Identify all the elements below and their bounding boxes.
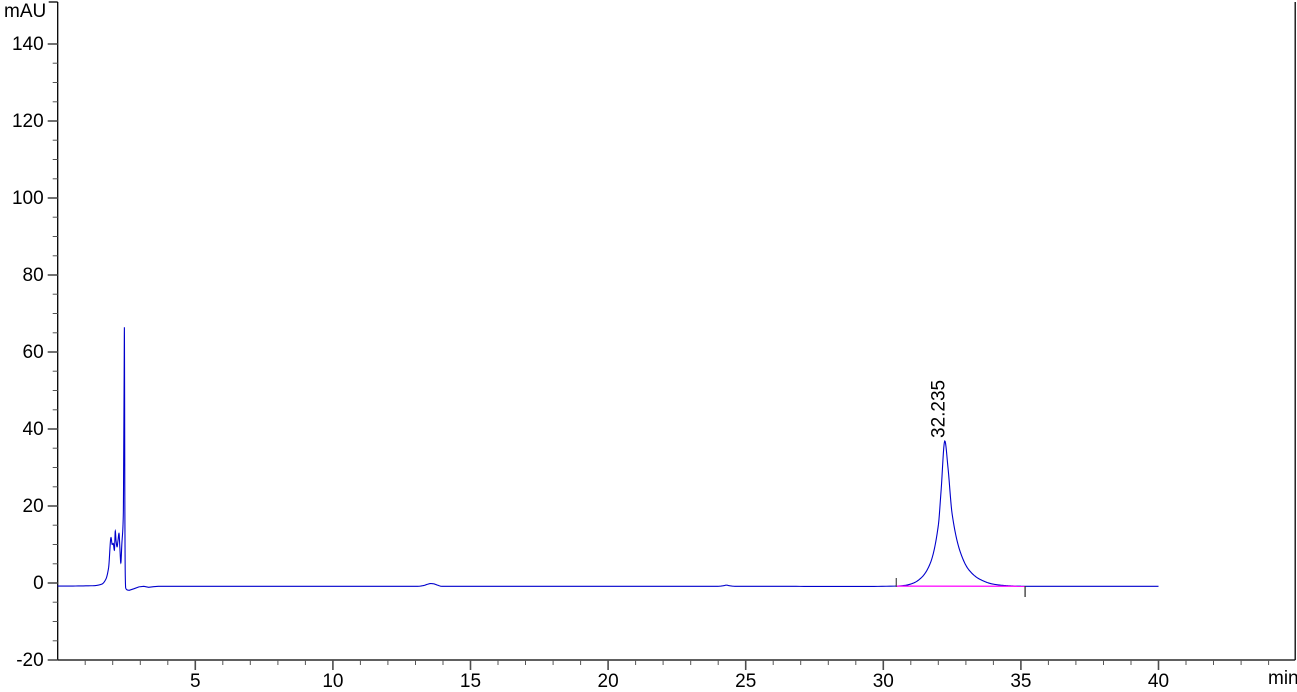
svg-text:40: 40 xyxy=(23,419,44,440)
svg-text:120: 120 xyxy=(12,111,44,132)
svg-text:10: 10 xyxy=(322,671,343,692)
svg-text:25: 25 xyxy=(735,671,756,692)
svg-text:80: 80 xyxy=(23,265,44,286)
svg-text:100: 100 xyxy=(12,188,44,209)
svg-text:35: 35 xyxy=(1010,671,1031,692)
svg-text:20: 20 xyxy=(598,671,619,692)
svg-text:-20: -20 xyxy=(16,650,43,671)
svg-text:20: 20 xyxy=(23,496,44,517)
svg-text:0: 0 xyxy=(33,573,44,594)
svg-text:60: 60 xyxy=(23,342,44,363)
svg-text:mAU: mAU xyxy=(4,1,46,22)
svg-text:32.235: 32.235 xyxy=(929,380,950,438)
svg-text:140: 140 xyxy=(12,34,44,55)
svg-text:30: 30 xyxy=(873,671,894,692)
svg-text:15: 15 xyxy=(460,671,481,692)
svg-text:5: 5 xyxy=(190,671,201,692)
svg-text:min: min xyxy=(1268,668,1297,689)
svg-text:40: 40 xyxy=(1148,671,1169,692)
